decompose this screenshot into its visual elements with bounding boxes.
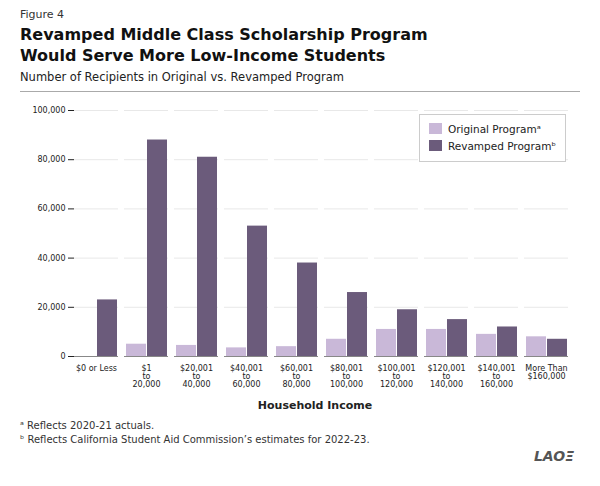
svg-text:$1to20,000: $1to20,000 [133,364,161,389]
svg-text:More Than$160,000: More Than$160,000 [525,364,567,381]
svg-text:$140,001to160,000: $140,001to160,000 [477,364,515,389]
html-text:Revamped Programᵇ: Revamped Programᵇ [447,140,556,152]
html-text:ᵇ Reflects California Student: ᵇ Reflects California Student Aid Commis… [20,434,370,445]
svg-text:20,000: 20,000 [38,303,66,312]
svg-text:$80,001to100,000: $80,001to100,000 [330,364,363,389]
svg-text:$60,001to80,000: $60,001to80,000 [280,364,313,389]
html-text:Original Programᵃ: Original Programᵃ [447,123,541,135]
html-text:LAOΞ: LAOΞ [533,448,574,464]
svg-text:$120,001to140,000: $120,001to140,000 [427,364,465,389]
html-text:Household Income: Household Income [257,399,373,412]
svg-text:60,000: 60,000 [38,204,66,213]
html-text:Revamped Middle Class Scholars: Revamped Middle Class Scholarship Progra… [20,25,428,65]
svg-text:$40,001to60,000: $40,001to60,000 [230,364,263,389]
svg-text:80,000: 80,000 [38,155,66,164]
svg-text:0: 0 [60,352,65,361]
html-text:Number of Recipients in Origin: Number of Recipients in Original vs. Rev… [20,70,344,84]
html-text:ᵃ Reflects 2020-21 actuals.: ᵃ Reflects 2020-21 actuals. [20,420,155,431]
svg-text:$20,001to40,000: $20,001to40,000 [180,364,213,389]
svg-text:$100,001to120,000: $100,001to120,000 [377,364,415,389]
html-text:Figure 4: Figure 4 [20,8,65,21]
svg-text:100,000: 100,000 [32,106,65,115]
svg-text:40,000: 40,000 [38,254,66,263]
svg-text:$0 or Less: $0 or Less [76,364,117,373]
